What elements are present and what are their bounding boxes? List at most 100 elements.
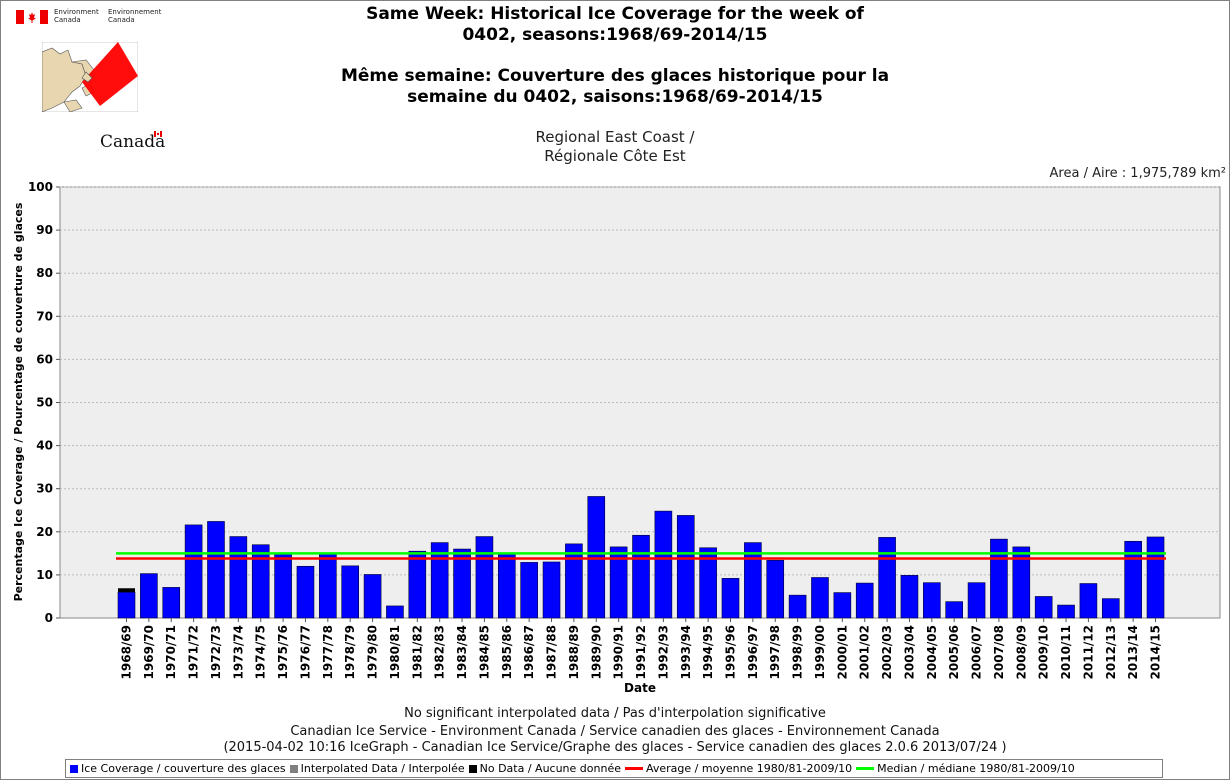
bar-ice (788, 594, 807, 619)
bar-ice (878, 537, 896, 619)
bar-ice (251, 544, 270, 619)
bar-ice (296, 565, 315, 619)
bar-ice (855, 582, 874, 619)
bar-ice (475, 536, 494, 619)
y-tick-label: 100 (28, 180, 53, 194)
y-tick-label: 50 (36, 396, 53, 410)
x-tick-label: 1999/00 (813, 625, 827, 679)
bar-ice (1101, 598, 1120, 619)
bar-ice (811, 577, 829, 619)
bar-ice (565, 543, 583, 619)
bar-ice (766, 559, 785, 619)
x-tick-label: 1968/69 (120, 625, 134, 679)
x-tick-label: 2007/08 (992, 625, 1006, 679)
legend-swatch-median (856, 767, 875, 770)
x-tick-label: 2011/12 (1081, 625, 1095, 679)
x-tick-label: 1985/86 (500, 625, 514, 679)
x-tick-label: 2006/07 (970, 625, 984, 679)
bar-ice (274, 553, 292, 619)
x-tick-label: 2004/05 (925, 625, 939, 679)
x-tick-label: 1971/72 (187, 625, 201, 679)
bar-ice (676, 515, 695, 619)
bar-ice (990, 538, 1008, 619)
x-tick-label: 2012/13 (1104, 625, 1118, 679)
y-tick-label: 10 (36, 568, 53, 582)
x-tick-label: 1970/71 (164, 625, 178, 679)
legend-label-nodata: No Data / Aucune donnée (479, 762, 621, 775)
x-tick-label: 1993/94 (679, 625, 693, 679)
bar-ice (967, 582, 986, 619)
x-tick-label: 1997/98 (768, 625, 782, 679)
y-tick-label: 70 (36, 309, 53, 323)
x-tick-label: 2005/06 (947, 625, 961, 679)
bar-ice (945, 601, 963, 619)
x-tick-label: 1980/81 (388, 625, 402, 679)
legend-swatch-average (625, 767, 643, 770)
bar-ice (162, 587, 181, 619)
y-tick-label: 0 (45, 611, 53, 625)
x-tick-label: 1975/76 (276, 625, 290, 679)
bar-ice (1079, 583, 1098, 619)
bar-ice (721, 578, 740, 619)
bar-ice (542, 561, 561, 619)
title-line-2: 0402, seasons:1968/69-2014/15 (462, 25, 768, 45)
x-tick-label: 1991/92 (634, 625, 648, 679)
x-tick-label: 1972/73 (209, 625, 223, 679)
title-line-4: semaine du 0402, saisons:1968/69-2014/15 (407, 87, 823, 107)
x-tick-label: 1996/97 (746, 625, 760, 679)
x-tick-label: 1983/84 (455, 625, 469, 679)
source-note: Canadian Ice Service - Environment Canad… (290, 724, 940, 739)
legend-swatch-interpolated (289, 764, 298, 773)
bar-ice (319, 553, 337, 619)
region-map-icon (42, 42, 138, 112)
x-tick-label: 1988/89 (567, 625, 581, 679)
x-tick-label: 1978/79 (343, 625, 357, 679)
x-tick-label: 2002/03 (880, 625, 894, 679)
x-tick-label: 1986/87 (522, 625, 536, 679)
bar-ice (1034, 596, 1053, 619)
y-axis-label: Percentage Ice Coverage / Pourcentage de… (12, 202, 25, 601)
y-tick-label: 60 (36, 352, 53, 366)
legend-swatch-nodata (468, 764, 477, 773)
bar-ice (408, 550, 427, 619)
x-tick-label: 2010/11 (1059, 625, 1073, 679)
x-tick-label: 2000/01 (835, 625, 849, 679)
bar-nodata (118, 588, 135, 593)
version-note: (2015-04-02 10:16 IceGraph - Canadian Ic… (223, 740, 1007, 755)
legend-label-ice: Ice Coverage / couverture des glaces (81, 762, 286, 775)
x-tick-label: 1989/90 (589, 625, 603, 679)
x-axis-label: Date (624, 681, 656, 695)
x-tick-label: 2008/09 (1014, 625, 1028, 679)
x-tick-label: 2003/04 (902, 625, 916, 679)
bar-ice (587, 496, 606, 619)
x-tick-label: 1976/77 (298, 625, 312, 679)
bar-ice (341, 565, 360, 619)
x-tick-label: 1977/78 (321, 625, 335, 679)
plot-area: 0 10 20 30 40 50 60 70 80 90 100 1968/69 1969/70 1970… (28, 180, 1221, 679)
ice-coverage-chart: 0 10 20 30 40 50 60 70 80 90 100 1968/69 1969/70 1970… (12, 180, 1221, 695)
x-tick-label: 1994/95 (701, 625, 715, 679)
legend-label-median: Median / médiane 1980/81-2009/10 (877, 762, 1075, 775)
x-tick-label: 1992/93 (656, 625, 670, 679)
x-tick-label: 1984/85 (477, 625, 491, 679)
x-tick-label: 1973/74 (231, 625, 245, 679)
bar-ice (520, 562, 538, 619)
title-line-1: Same Week: Historical Ice Coverage for t… (366, 4, 864, 24)
bar-ice (900, 575, 919, 619)
x-tick-label: 1974/75 (254, 625, 268, 679)
legend-label-interpolated: Interpolated Data / Interpolée (300, 762, 465, 775)
legend-item-interpolated: Interpolated Data / Interpolée (289, 760, 465, 777)
wordmark-text: Canada (100, 132, 166, 152)
bar-ice (184, 524, 203, 619)
area-label: Area / Aire : 1,975,789 km² (1049, 166, 1226, 181)
region-line-1: Regional East Coast / (535, 128, 695, 146)
x-tick-label: 1981/82 (410, 625, 424, 679)
bar-ice (632, 534, 650, 619)
x-tick-label: 1998/99 (791, 625, 805, 679)
bar-ice (140, 573, 158, 619)
y-tick-label: 90 (36, 223, 53, 237)
legend-item-median: Median / médiane 1980/81-2009/10 (856, 760, 1075, 777)
bar-ice (117, 591, 136, 619)
legend-item-ice: Ice Coverage / couverture des glaces (70, 760, 286, 777)
bar-ice (497, 553, 516, 619)
